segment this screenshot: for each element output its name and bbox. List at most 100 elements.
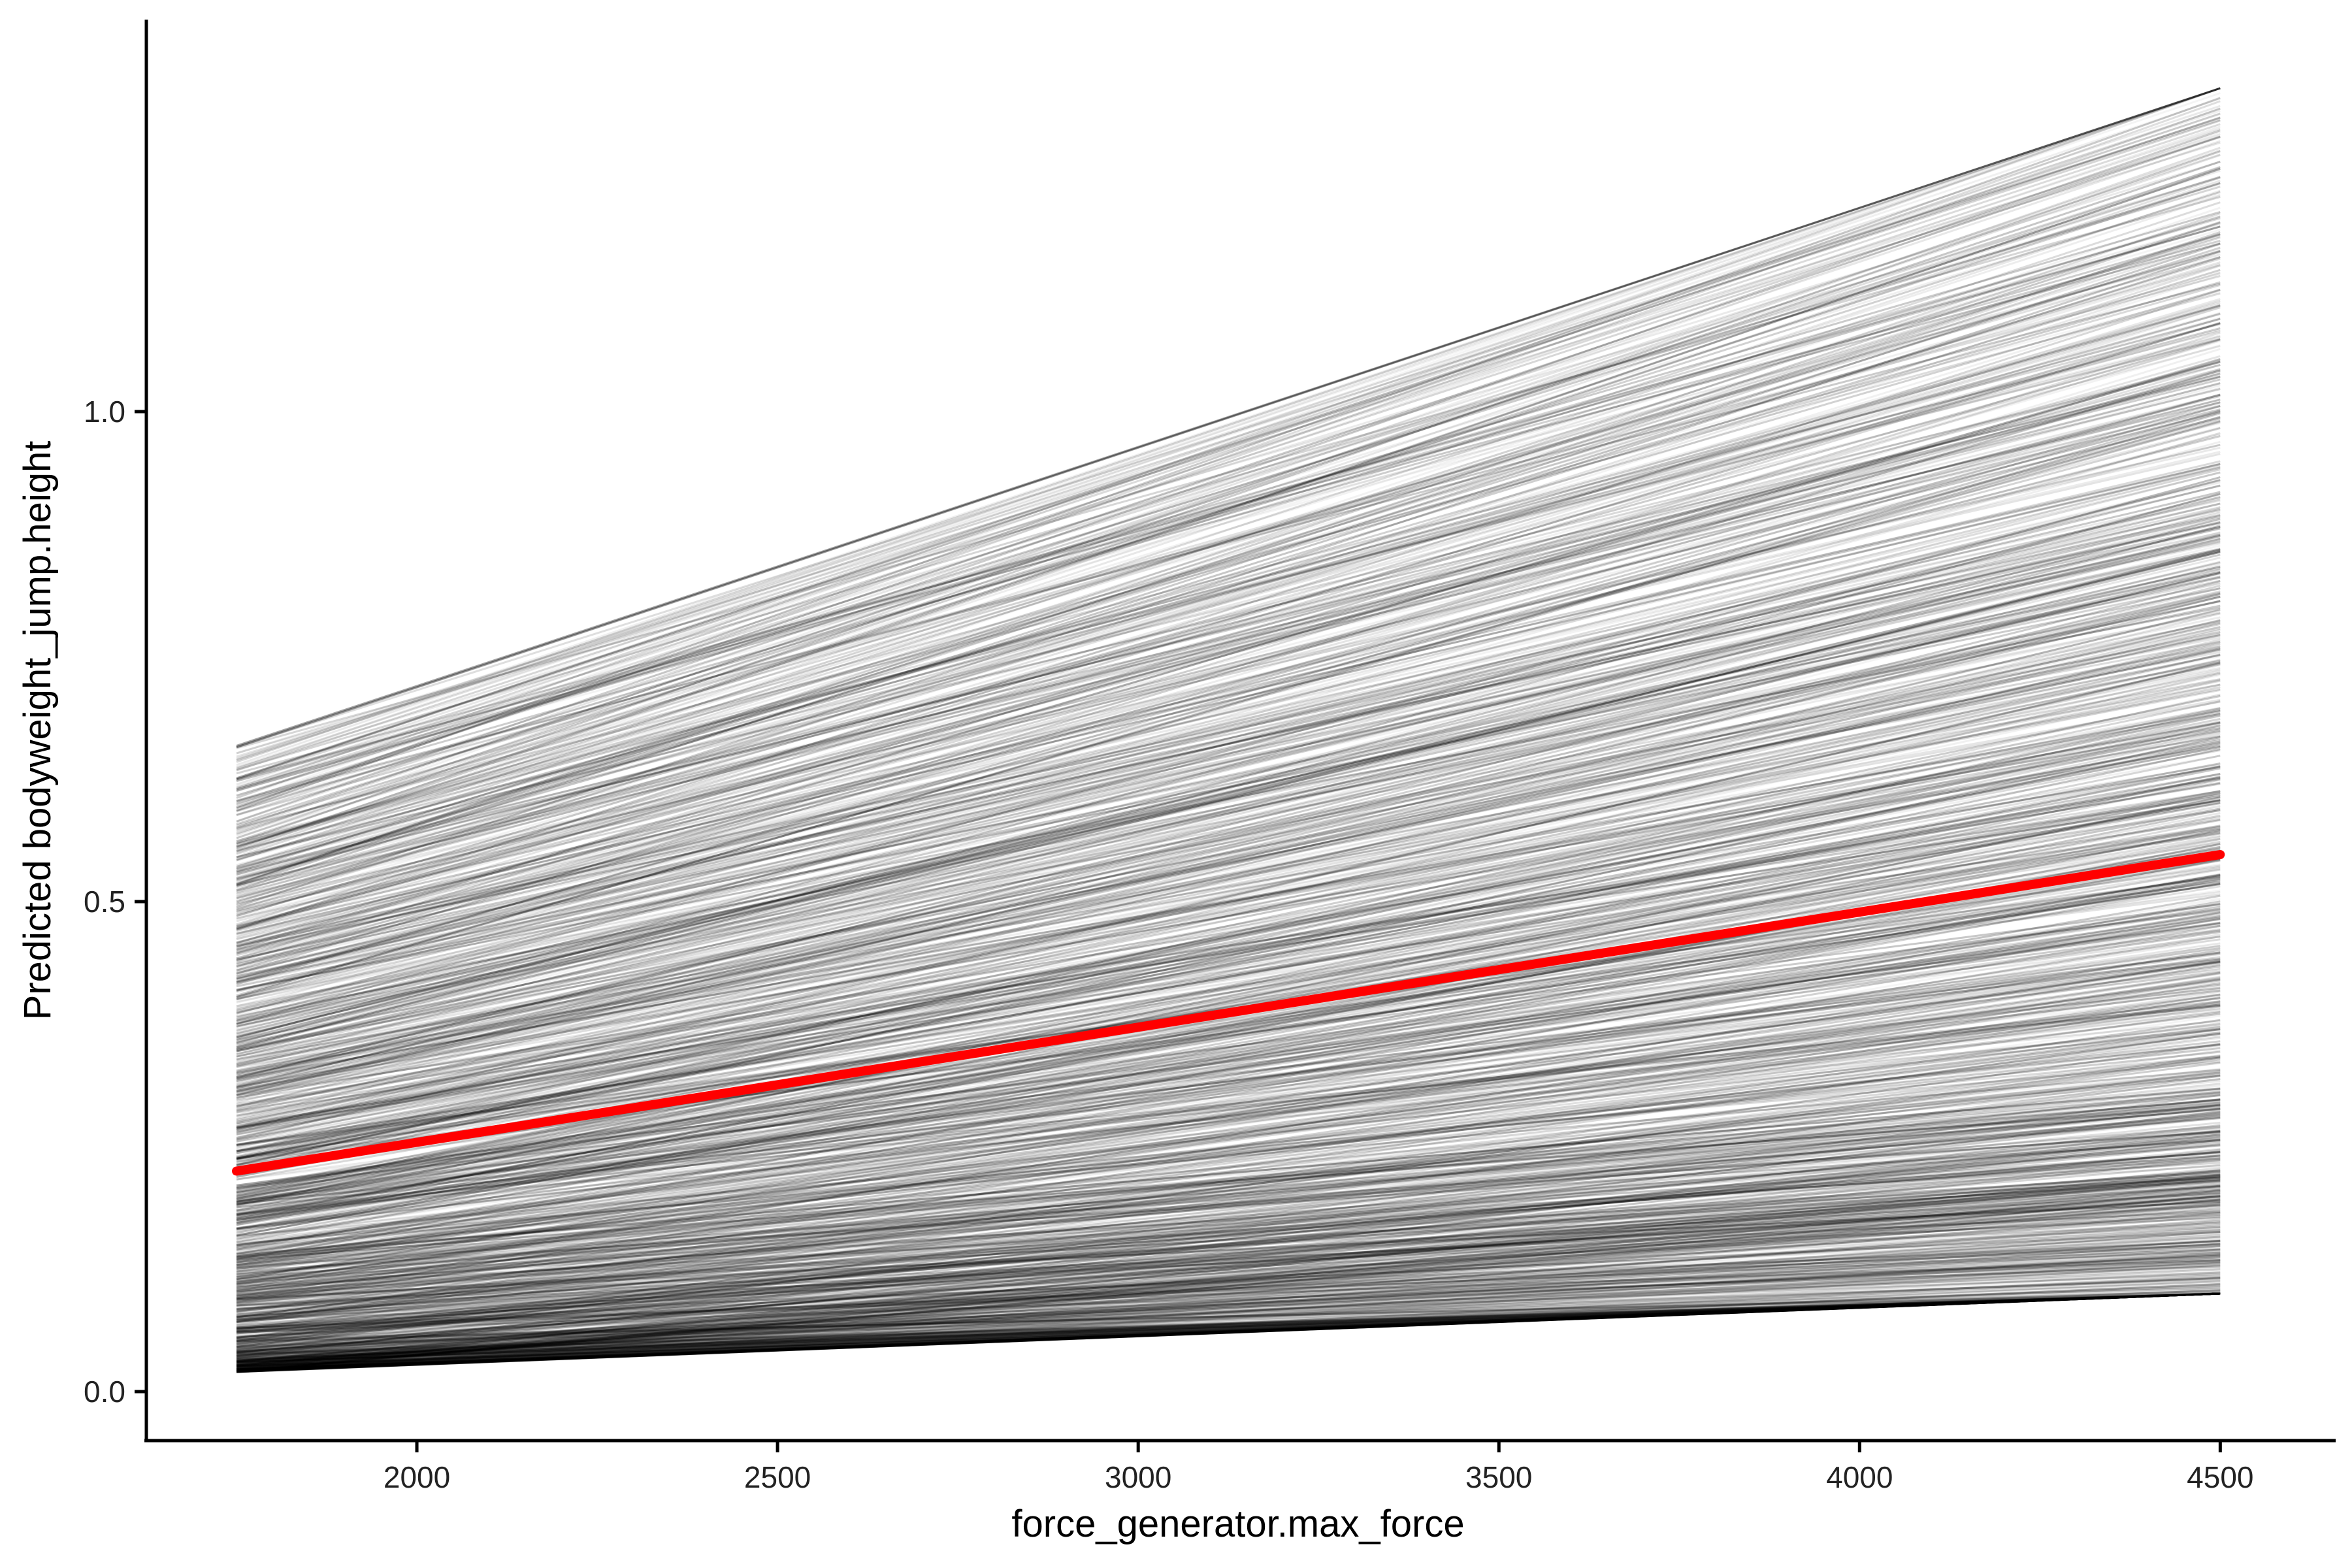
ice-line: [236, 372, 2221, 930]
ice-line: [236, 1068, 2221, 1275]
ice-line: [236, 322, 2221, 930]
ice-line: [236, 1183, 2221, 1373]
ice-line: [236, 516, 2221, 1007]
ice-line: [236, 466, 2221, 935]
ice-line: [236, 361, 2221, 870]
ice-line: [236, 440, 2221, 981]
ice-line: [236, 609, 2221, 1088]
ice-line: [236, 412, 2221, 880]
ice-line: [236, 191, 2221, 825]
ice-line: [236, 661, 2221, 1064]
ice-line: [236, 1188, 2221, 1362]
ice-line: [236, 1138, 2221, 1296]
ice-line: [236, 100, 2221, 812]
ice-line: [236, 1292, 2221, 1371]
ice-line: [236, 1108, 2221, 1285]
ice-line: [236, 1004, 2221, 1264]
ice-line: [236, 1144, 2221, 1335]
ice-line: [236, 491, 2221, 961]
ice-line: [236, 1055, 2221, 1321]
ice-line: [236, 1002, 2221, 1281]
ice-line: [236, 985, 2221, 1281]
ice-line: [236, 626, 2221, 1037]
ice-line: [236, 1140, 2221, 1339]
ice-line: [236, 994, 2221, 1217]
ice-line: [236, 165, 2221, 840]
ice-line: [236, 858, 2221, 1226]
ice-line: [236, 288, 2221, 902]
ice-line: [236, 535, 2221, 977]
ice-line: [236, 1292, 2221, 1373]
ice-line: [236, 1278, 2221, 1348]
ice-line: [236, 755, 2221, 1107]
ice-line: [236, 1093, 2221, 1277]
ice-line: [236, 508, 2221, 960]
ice-line: [236, 382, 2221, 895]
ice-line: [236, 1165, 2221, 1282]
ice-line: [236, 304, 2221, 894]
ice-line: [236, 972, 2221, 1267]
ice-line: [236, 544, 2221, 1017]
ice-line: [236, 1092, 2221, 1297]
ice-line: [236, 369, 2221, 931]
ice-line: [236, 1094, 2221, 1298]
ice-line: [236, 1253, 2221, 1373]
ice-line: [236, 997, 2221, 1273]
ice-line: [236, 1073, 2221, 1284]
ice-line: [236, 1284, 2221, 1369]
ice-line: [236, 672, 2221, 1140]
ice-line: [236, 522, 2221, 964]
ice-line: [236, 600, 2221, 1076]
ice-line: [236, 1151, 2221, 1358]
ice-line: [236, 416, 2221, 997]
ice-line: [236, 1121, 2221, 1316]
ice-line: [236, 766, 2221, 1107]
ice-line: [236, 548, 2221, 1038]
ice-line: [236, 534, 2221, 1024]
ice-line: [236, 517, 2221, 1045]
ice-line: [236, 661, 2221, 1024]
ice-line: [236, 225, 2221, 783]
ice-line: [236, 135, 2221, 808]
ice-line: [236, 960, 2221, 1250]
ice-line: [236, 796, 2221, 1192]
ice-line: [236, 854, 2221, 1205]
ice-line: [236, 136, 2221, 755]
ice-line: [236, 189, 2221, 855]
ice-line: [236, 798, 2221, 1194]
ice-line: [236, 659, 2221, 1093]
ice-line: [236, 1292, 2221, 1373]
ice-line: [236, 229, 2221, 816]
ice-line: [236, 874, 2221, 1203]
ice-line: [236, 274, 2221, 909]
ice-line: [236, 619, 2221, 1071]
ice-line: [236, 1218, 2221, 1369]
ice-line: [236, 412, 2221, 998]
ice-line: [236, 182, 2221, 835]
ice-line: [236, 679, 2221, 1081]
ice-line: [236, 722, 2221, 1166]
ice-line: [236, 359, 2221, 949]
ice-line: [236, 790, 2221, 1102]
ice-line: [236, 1213, 2221, 1332]
ice-line: [236, 922, 2221, 1201]
ice-line: [236, 509, 2221, 945]
ice-line: [236, 1055, 2221, 1278]
ice-line: [236, 730, 2221, 1110]
ice-line: [236, 1259, 2221, 1371]
ice-line: [236, 402, 2221, 919]
ice-line: [236, 739, 2221, 1113]
ice-line: [236, 596, 2221, 1044]
ice-line: [236, 1233, 2221, 1372]
ice-line: [236, 800, 2221, 1105]
ice-line: [236, 683, 2221, 1041]
ice-line: [236, 1226, 2221, 1371]
ice-line: [236, 953, 2221, 1207]
ice-line: [236, 1230, 2221, 1373]
x-tick-label: 4000: [1826, 1460, 1893, 1494]
ice-line: [236, 549, 2221, 1047]
ice-line: [236, 815, 2221, 1199]
ice-line: [236, 1195, 2221, 1344]
ice-line: [236, 1253, 2221, 1372]
ice-line: [236, 288, 2221, 868]
